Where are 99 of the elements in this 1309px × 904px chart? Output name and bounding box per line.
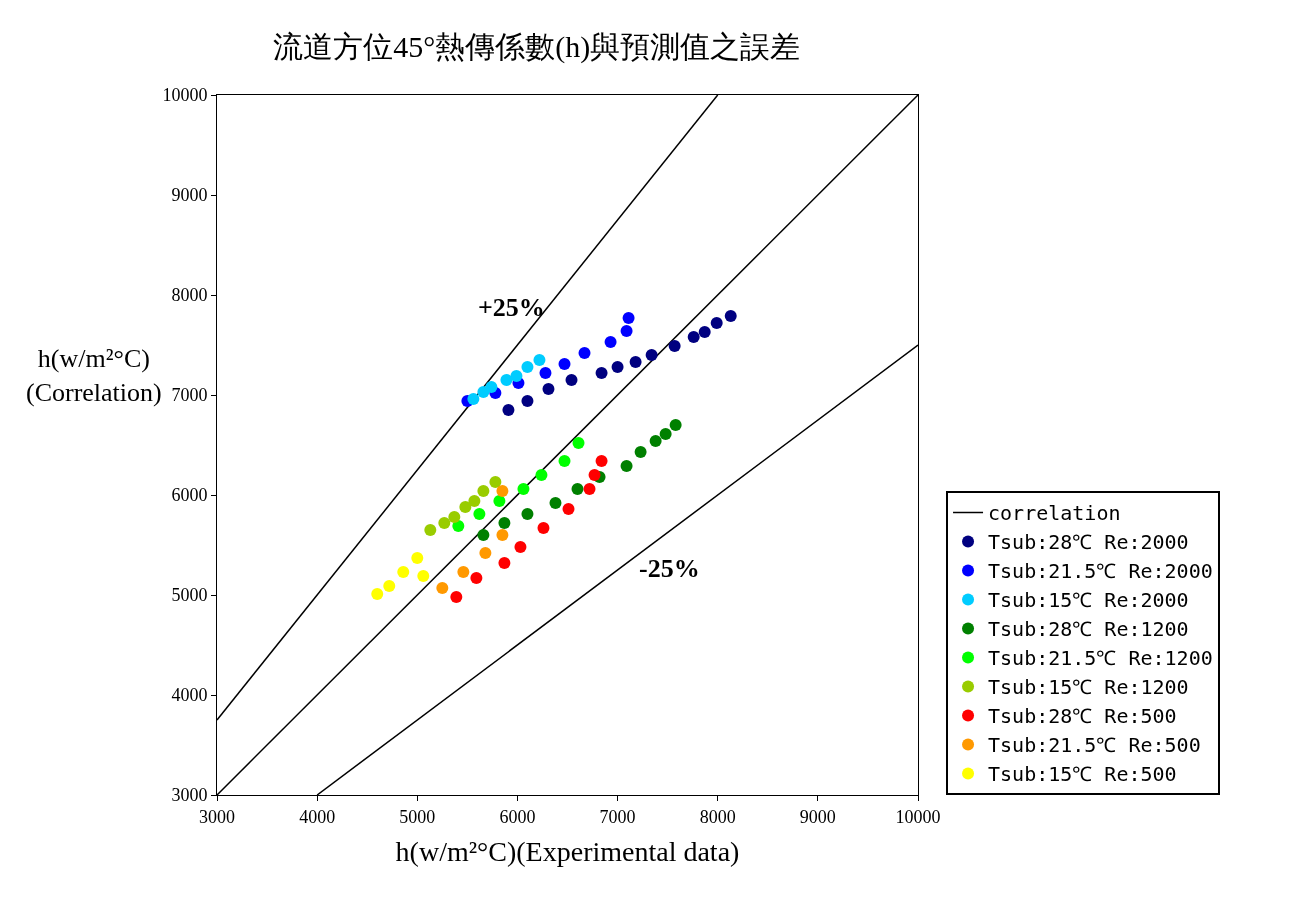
point: [496, 529, 509, 541]
point: [595, 455, 608, 467]
annotation: -25%: [639, 554, 700, 583]
point: [477, 485, 490, 497]
chart-title: 流道方位45°熱傳係數(h)與預測值之誤差: [273, 30, 801, 65]
y-tick-label: 8000: [171, 285, 208, 306]
point: [498, 557, 511, 569]
legend-label: Tsub:15℃ Re:2000: [988, 588, 1189, 613]
point: [489, 476, 502, 488]
x-axis-title: h(w/m²°C)(Experimental data): [395, 835, 740, 867]
point: [622, 312, 635, 324]
point: [669, 419, 682, 431]
point: [521, 508, 534, 520]
x-tick-label: 8000: [699, 806, 736, 827]
legend-label: Tsub:28℃ Re:2000: [988, 530, 1189, 555]
y-tick-label: 5000: [171, 585, 208, 606]
point: [457, 566, 470, 578]
point: [710, 317, 723, 329]
point: [411, 552, 424, 564]
x-tick-label: 9000: [799, 806, 836, 827]
x-tick-label: 10000: [895, 806, 941, 827]
point: [397, 566, 410, 578]
point: [436, 582, 449, 594]
y-tick-label: 10000: [162, 85, 208, 106]
point: [496, 485, 509, 497]
point: [448, 511, 461, 523]
point: [500, 374, 513, 386]
point: [649, 435, 662, 447]
point: [498, 517, 511, 529]
point: [595, 367, 608, 379]
legend-label: Tsub:28℃ Re:500: [988, 704, 1177, 729]
legend-label: Tsub:15℃ Re:500: [988, 762, 1177, 787]
point: [687, 331, 700, 343]
x-tick-label: 3000: [199, 806, 235, 827]
y-axis-title: h(w/m²°C) (Correlation): [26, 344, 162, 407]
point: [383, 580, 396, 592]
x-tick-label: 6000: [499, 806, 536, 827]
point: [571, 483, 584, 495]
point: [514, 541, 527, 553]
point: [724, 310, 737, 322]
point: [479, 547, 492, 559]
point: [542, 383, 555, 395]
point: [473, 508, 486, 520]
point: [535, 469, 548, 481]
point: [477, 529, 490, 541]
point: [611, 361, 624, 373]
annotation: +25%: [478, 293, 545, 322]
point: [424, 524, 437, 536]
point: [583, 483, 596, 495]
point: [371, 588, 384, 600]
point: [452, 520, 465, 532]
point: [521, 361, 534, 373]
point: [517, 483, 530, 495]
legend-label: Tsub:21.5℃ Re:1200: [988, 646, 1213, 671]
y-tick-label: 3000: [171, 785, 208, 806]
legend-label: correlation: [988, 501, 1121, 526]
point: [572, 437, 585, 449]
point: [502, 404, 515, 416]
x-tick-label: 5000: [399, 806, 436, 827]
legend-label: Tsub:15℃ Re:1200: [988, 675, 1189, 700]
point: [578, 347, 591, 359]
point: [634, 446, 647, 458]
point: [493, 495, 506, 507]
point: [450, 591, 463, 603]
legend-label: Tsub:28℃ Re:1200: [988, 617, 1189, 642]
point: [629, 356, 642, 368]
point: [470, 572, 483, 584]
point: [521, 395, 534, 407]
point: [539, 367, 552, 379]
y-tick-label: 6000: [171, 485, 208, 506]
point: [510, 370, 523, 382]
point: [485, 381, 498, 393]
legend-label: Tsub:21.5℃ Re:500: [988, 733, 1201, 758]
y-tick-label: 9000: [171, 185, 208, 206]
point: [417, 570, 430, 582]
point: [438, 517, 451, 529]
x-tick-label: 7000: [599, 806, 636, 827]
point: [459, 501, 472, 513]
y-tick-label: 7000: [171, 385, 208, 406]
point: [558, 455, 571, 467]
point: [565, 374, 578, 386]
x-tick-label: 4000: [299, 806, 336, 827]
point: [668, 340, 681, 352]
point: [467, 393, 480, 405]
point: [659, 428, 672, 440]
point: [533, 354, 546, 366]
point: [604, 336, 617, 348]
point: [620, 460, 633, 472]
point: [549, 497, 562, 509]
point: [645, 349, 658, 361]
point: [698, 326, 711, 338]
legend-label: Tsub:21.5℃ Re:2000: [988, 559, 1213, 584]
point: [468, 495, 481, 507]
point: [588, 469, 601, 481]
y-tick-label: 4000: [171, 685, 208, 706]
point: [620, 325, 633, 337]
point: [562, 503, 575, 515]
point: [537, 522, 550, 534]
point: [558, 358, 571, 370]
